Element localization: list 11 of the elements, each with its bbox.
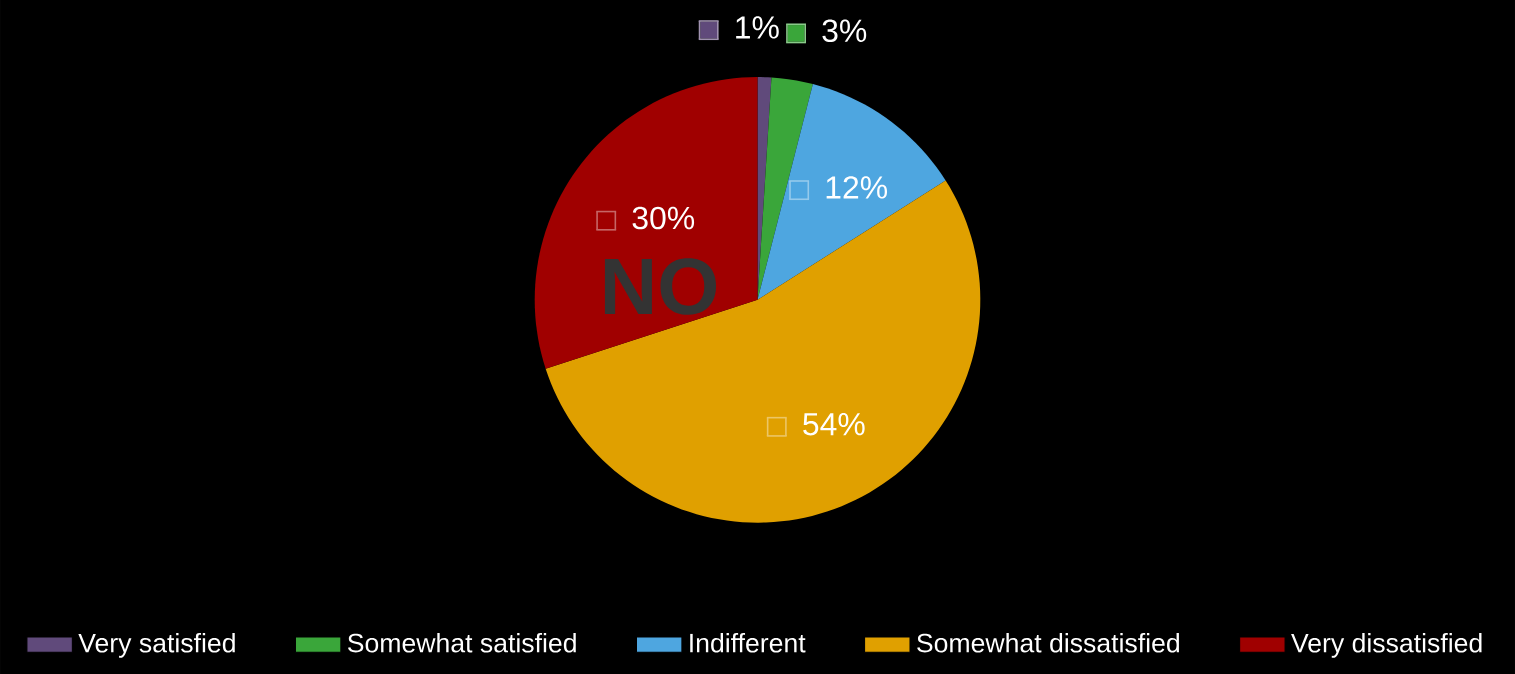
data-label: 1% [736, 16, 779, 39]
data-label: 54% [803, 412, 865, 436]
data-label: 12% [826, 176, 888, 199]
legend-label: Somewhat satisfied [347, 632, 576, 653]
data-label: 3% [822, 19, 867, 42]
legend-label: Very satisfied [78, 632, 235, 658]
legend-label: Somewhat dissatisfied [917, 632, 1179, 653]
data-label: 30% [632, 206, 695, 230]
legend-label: Very dissatisfied [1291, 632, 1482, 658]
legend-label: Indifferent [690, 632, 806, 653]
text: NO [604, 258, 717, 315]
